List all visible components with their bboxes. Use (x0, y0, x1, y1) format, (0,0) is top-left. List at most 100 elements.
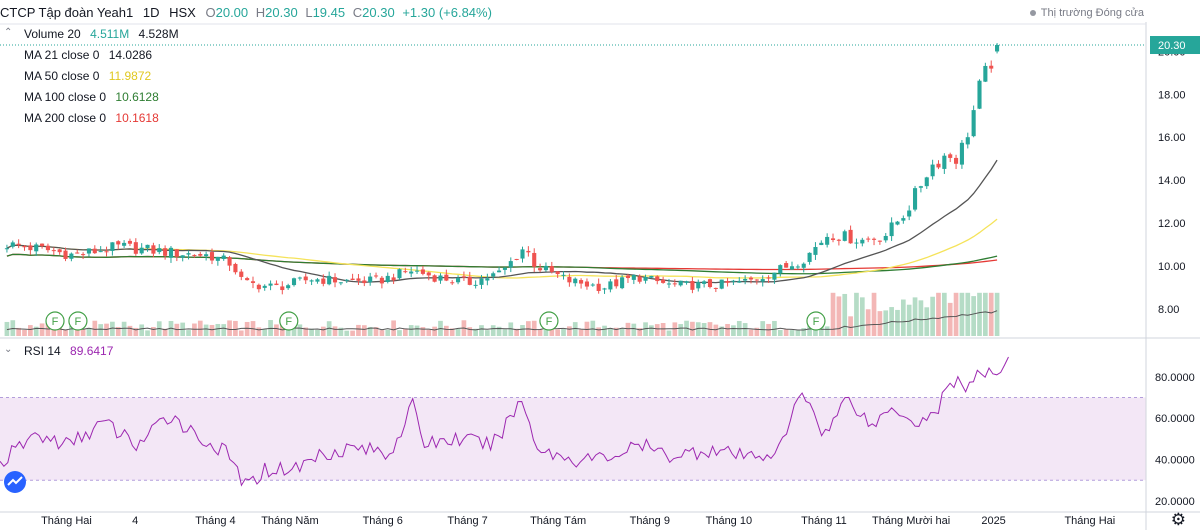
candle-body (274, 283, 279, 286)
volume-bar (660, 322, 666, 336)
symbol-header: CTCP Tập đoàn Yeah1 1D HSX O20.00 H20.30… (0, 5, 496, 20)
legend-ma50-label: MA 50 close 0 (24, 69, 100, 83)
candle-body (508, 261, 513, 268)
volume-bar (877, 311, 883, 336)
candle-body (215, 256, 220, 261)
volume-bar (233, 320, 238, 336)
candle-body (209, 252, 215, 261)
gear-icon[interactable]: ⚙ (1170, 510, 1186, 529)
volume-bar (420, 327, 426, 336)
volume-bar (479, 325, 484, 336)
candle-body (871, 238, 877, 240)
volume-bar (754, 327, 760, 336)
legend-volume[interactable]: Volume 20 4.511M 4.528M (24, 27, 179, 41)
time-tick-label: Tháng 7 (447, 515, 487, 527)
volume-bar (895, 309, 900, 336)
change-value: +1.30 (+6.84%) (402, 5, 492, 20)
candle-body (995, 45, 1000, 52)
candle-body (256, 284, 261, 290)
time-tick-label: Tháng 11 (801, 515, 847, 527)
volume-bar (309, 328, 314, 336)
candle-body (321, 278, 326, 284)
candle-body (602, 288, 607, 290)
volume-bar (490, 325, 496, 336)
volume-bar (654, 324, 660, 336)
volume-bar (690, 321, 695, 336)
price-tick-label: 14.00 (1158, 175, 1186, 187)
volume-bar (414, 325, 420, 336)
volume-bar (379, 330, 385, 336)
candle-body (497, 270, 502, 273)
candle-body (948, 154, 953, 158)
candle-body (532, 252, 537, 267)
candle-body (245, 278, 250, 281)
legend-rsi-label: RSI 14 (24, 344, 61, 358)
volume-bar (238, 330, 244, 336)
volume-bar (197, 320, 203, 336)
volume-bar (385, 329, 391, 336)
volume-bar (854, 292, 859, 336)
candle-body (930, 164, 935, 177)
legend-ma21-value: 14.0286 (108, 48, 153, 62)
volume-bar (824, 326, 830, 336)
chevron-down-icon[interactable]: ⌄ (4, 344, 13, 355)
candle-body (16, 243, 21, 246)
candle-body (942, 155, 947, 169)
candle-body (22, 245, 27, 248)
volume-bar (86, 327, 92, 336)
volume-bar (678, 324, 684, 336)
legend-ma200[interactable]: MA 200 close 0 10.1618 (24, 111, 159, 125)
legend-volume-v1: 4.511M (90, 27, 130, 41)
candle-body (151, 245, 156, 254)
rsi-tick-label: 20.0000 (1155, 496, 1195, 508)
volume-bar (63, 329, 68, 336)
symbol-name[interactable]: CTCP Tập đoàn Yeah1 (0, 5, 134, 20)
volume-bar (303, 327, 309, 336)
chevron-up-icon[interactable]: ⌃ (4, 27, 13, 38)
volume-bar (338, 327, 344, 336)
candle-body (526, 250, 531, 253)
candle-body (385, 275, 390, 282)
volume-bar (637, 328, 643, 336)
volume-bar (514, 328, 519, 336)
candle-body (666, 283, 672, 285)
volume-bar (947, 302, 953, 336)
candle-body (596, 283, 601, 291)
legend-rsi[interactable]: RSI 14 89.6417 (24, 344, 113, 358)
volume-bar (344, 330, 350, 336)
candle-body (620, 277, 625, 289)
volume-bar (713, 324, 719, 336)
candle-body (801, 263, 806, 268)
volume-bar (912, 297, 918, 336)
candle-body (760, 279, 765, 282)
candle-body (912, 188, 918, 210)
volume-bar (80, 328, 86, 336)
volume-bar (402, 328, 408, 336)
candle-body (813, 247, 818, 255)
legend-ma200-label: MA 200 close 0 (24, 111, 107, 125)
candle-body (198, 253, 203, 256)
volume-bar (39, 323, 45, 336)
high-value: 20.30 (265, 5, 298, 20)
tradingview-logo-icon[interactable] (4, 471, 26, 493)
legend-ma50[interactable]: MA 50 close 0 11.9872 (24, 69, 151, 83)
candle-body (92, 248, 97, 254)
candle-body (57, 249, 62, 253)
interval-label[interactable]: 1D (142, 5, 160, 20)
volume-bar (203, 324, 209, 336)
candle-body (86, 248, 92, 254)
dividend-marker-label: F (813, 316, 820, 328)
dividend-marker (279, 311, 299, 331)
volume-bar (209, 324, 215, 336)
volume-bar (227, 320, 232, 336)
candle-body (514, 258, 519, 260)
legend-ma100[interactable]: MA 100 close 0 10.6128 (24, 90, 159, 104)
volume-bar (443, 325, 449, 336)
candle-body (297, 277, 302, 279)
volume-bar (725, 323, 730, 336)
volume-bar (801, 328, 807, 336)
legend-ma21[interactable]: MA 21 close 0 14.0286 (24, 48, 152, 62)
candle-body (784, 263, 789, 268)
volume-bar (22, 329, 27, 336)
